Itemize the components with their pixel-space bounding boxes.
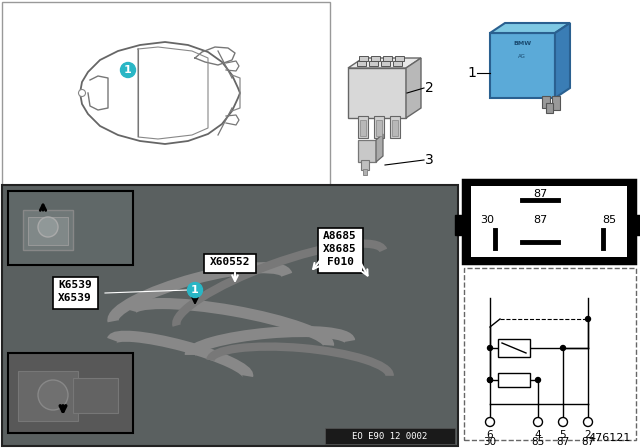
Text: 4: 4 [534, 430, 541, 440]
Bar [358, 56, 367, 61]
Text: 1: 1 [191, 285, 199, 295]
Text: 85: 85 [531, 437, 545, 447]
Text: X60552: X60552 [210, 257, 250, 267]
Text: 2: 2 [585, 430, 591, 440]
Text: 3: 3 [425, 153, 434, 167]
Bar [393, 61, 402, 66]
Circle shape [559, 418, 568, 426]
Circle shape [79, 90, 86, 96]
Circle shape [536, 378, 541, 383]
Bar [464, 268, 636, 440]
Bar [2, 185, 458, 446]
Circle shape [38, 217, 58, 237]
Bar [8, 353, 133, 433]
Text: F010: F010 [326, 257, 353, 267]
Circle shape [561, 345, 566, 350]
Text: A8685: A8685 [323, 231, 357, 241]
Bar [552, 96, 560, 110]
Bar [73, 378, 118, 413]
Bar [381, 61, 390, 66]
Polygon shape [376, 134, 383, 162]
Bar [52, 277, 97, 309]
Polygon shape [555, 23, 570, 98]
Bar [8, 191, 133, 265]
Circle shape [488, 378, 493, 383]
Text: AG: AG [518, 53, 526, 59]
Bar [376, 120, 382, 136]
Circle shape [120, 63, 136, 78]
Text: 85: 85 [602, 215, 616, 225]
Text: 87: 87 [581, 437, 595, 447]
Bar [498, 339, 530, 357]
Bar [325, 428, 455, 444]
Bar [542, 96, 550, 108]
Bar [490, 33, 555, 98]
Bar [371, 56, 380, 61]
Bar [23, 210, 73, 250]
Bar [392, 120, 398, 136]
Bar [498, 373, 530, 387]
Circle shape [488, 345, 493, 350]
Bar [363, 169, 367, 175]
Text: 1: 1 [467, 66, 476, 80]
Polygon shape [348, 58, 421, 68]
Bar [361, 160, 369, 170]
Bar [471, 186, 627, 257]
Bar [28, 217, 68, 245]
Bar [348, 68, 406, 118]
Bar [317, 228, 362, 272]
Polygon shape [406, 58, 421, 118]
Bar [463, 180, 635, 263]
Bar [635, 215, 640, 235]
Text: 6: 6 [486, 430, 493, 440]
Text: 87: 87 [556, 437, 570, 447]
Text: 30: 30 [480, 215, 494, 225]
Text: BMW: BMW [513, 40, 531, 46]
Text: 5: 5 [560, 430, 566, 440]
Bar [204, 254, 256, 272]
Text: K6539: K6539 [58, 280, 92, 290]
Polygon shape [490, 23, 570, 33]
Bar [394, 56, 403, 61]
Bar [358, 116, 368, 138]
Circle shape [486, 418, 495, 426]
Text: 87: 87 [533, 215, 547, 225]
Bar [390, 116, 400, 138]
Circle shape [586, 316, 591, 322]
Bar [369, 61, 378, 66]
Bar [360, 120, 366, 136]
Text: X6539: X6539 [58, 293, 92, 303]
Bar [2, 2, 330, 185]
Text: X8685: X8685 [323, 244, 357, 254]
Text: 30: 30 [483, 437, 497, 447]
Text: 2: 2 [425, 81, 434, 95]
Bar [455, 215, 465, 235]
Bar [18, 371, 78, 421]
Circle shape [38, 380, 68, 410]
Bar [374, 116, 384, 138]
Text: EO E90 12 0002: EO E90 12 0002 [353, 431, 428, 440]
Bar [357, 61, 366, 66]
Circle shape [488, 378, 493, 383]
Circle shape [188, 283, 202, 297]
Bar [358, 140, 376, 162]
Bar [383, 56, 392, 61]
Text: 1: 1 [124, 65, 132, 75]
Circle shape [584, 418, 593, 426]
Text: 87: 87 [533, 189, 547, 199]
Text: 476121: 476121 [589, 433, 631, 443]
Circle shape [534, 418, 543, 426]
Bar [546, 103, 553, 113]
